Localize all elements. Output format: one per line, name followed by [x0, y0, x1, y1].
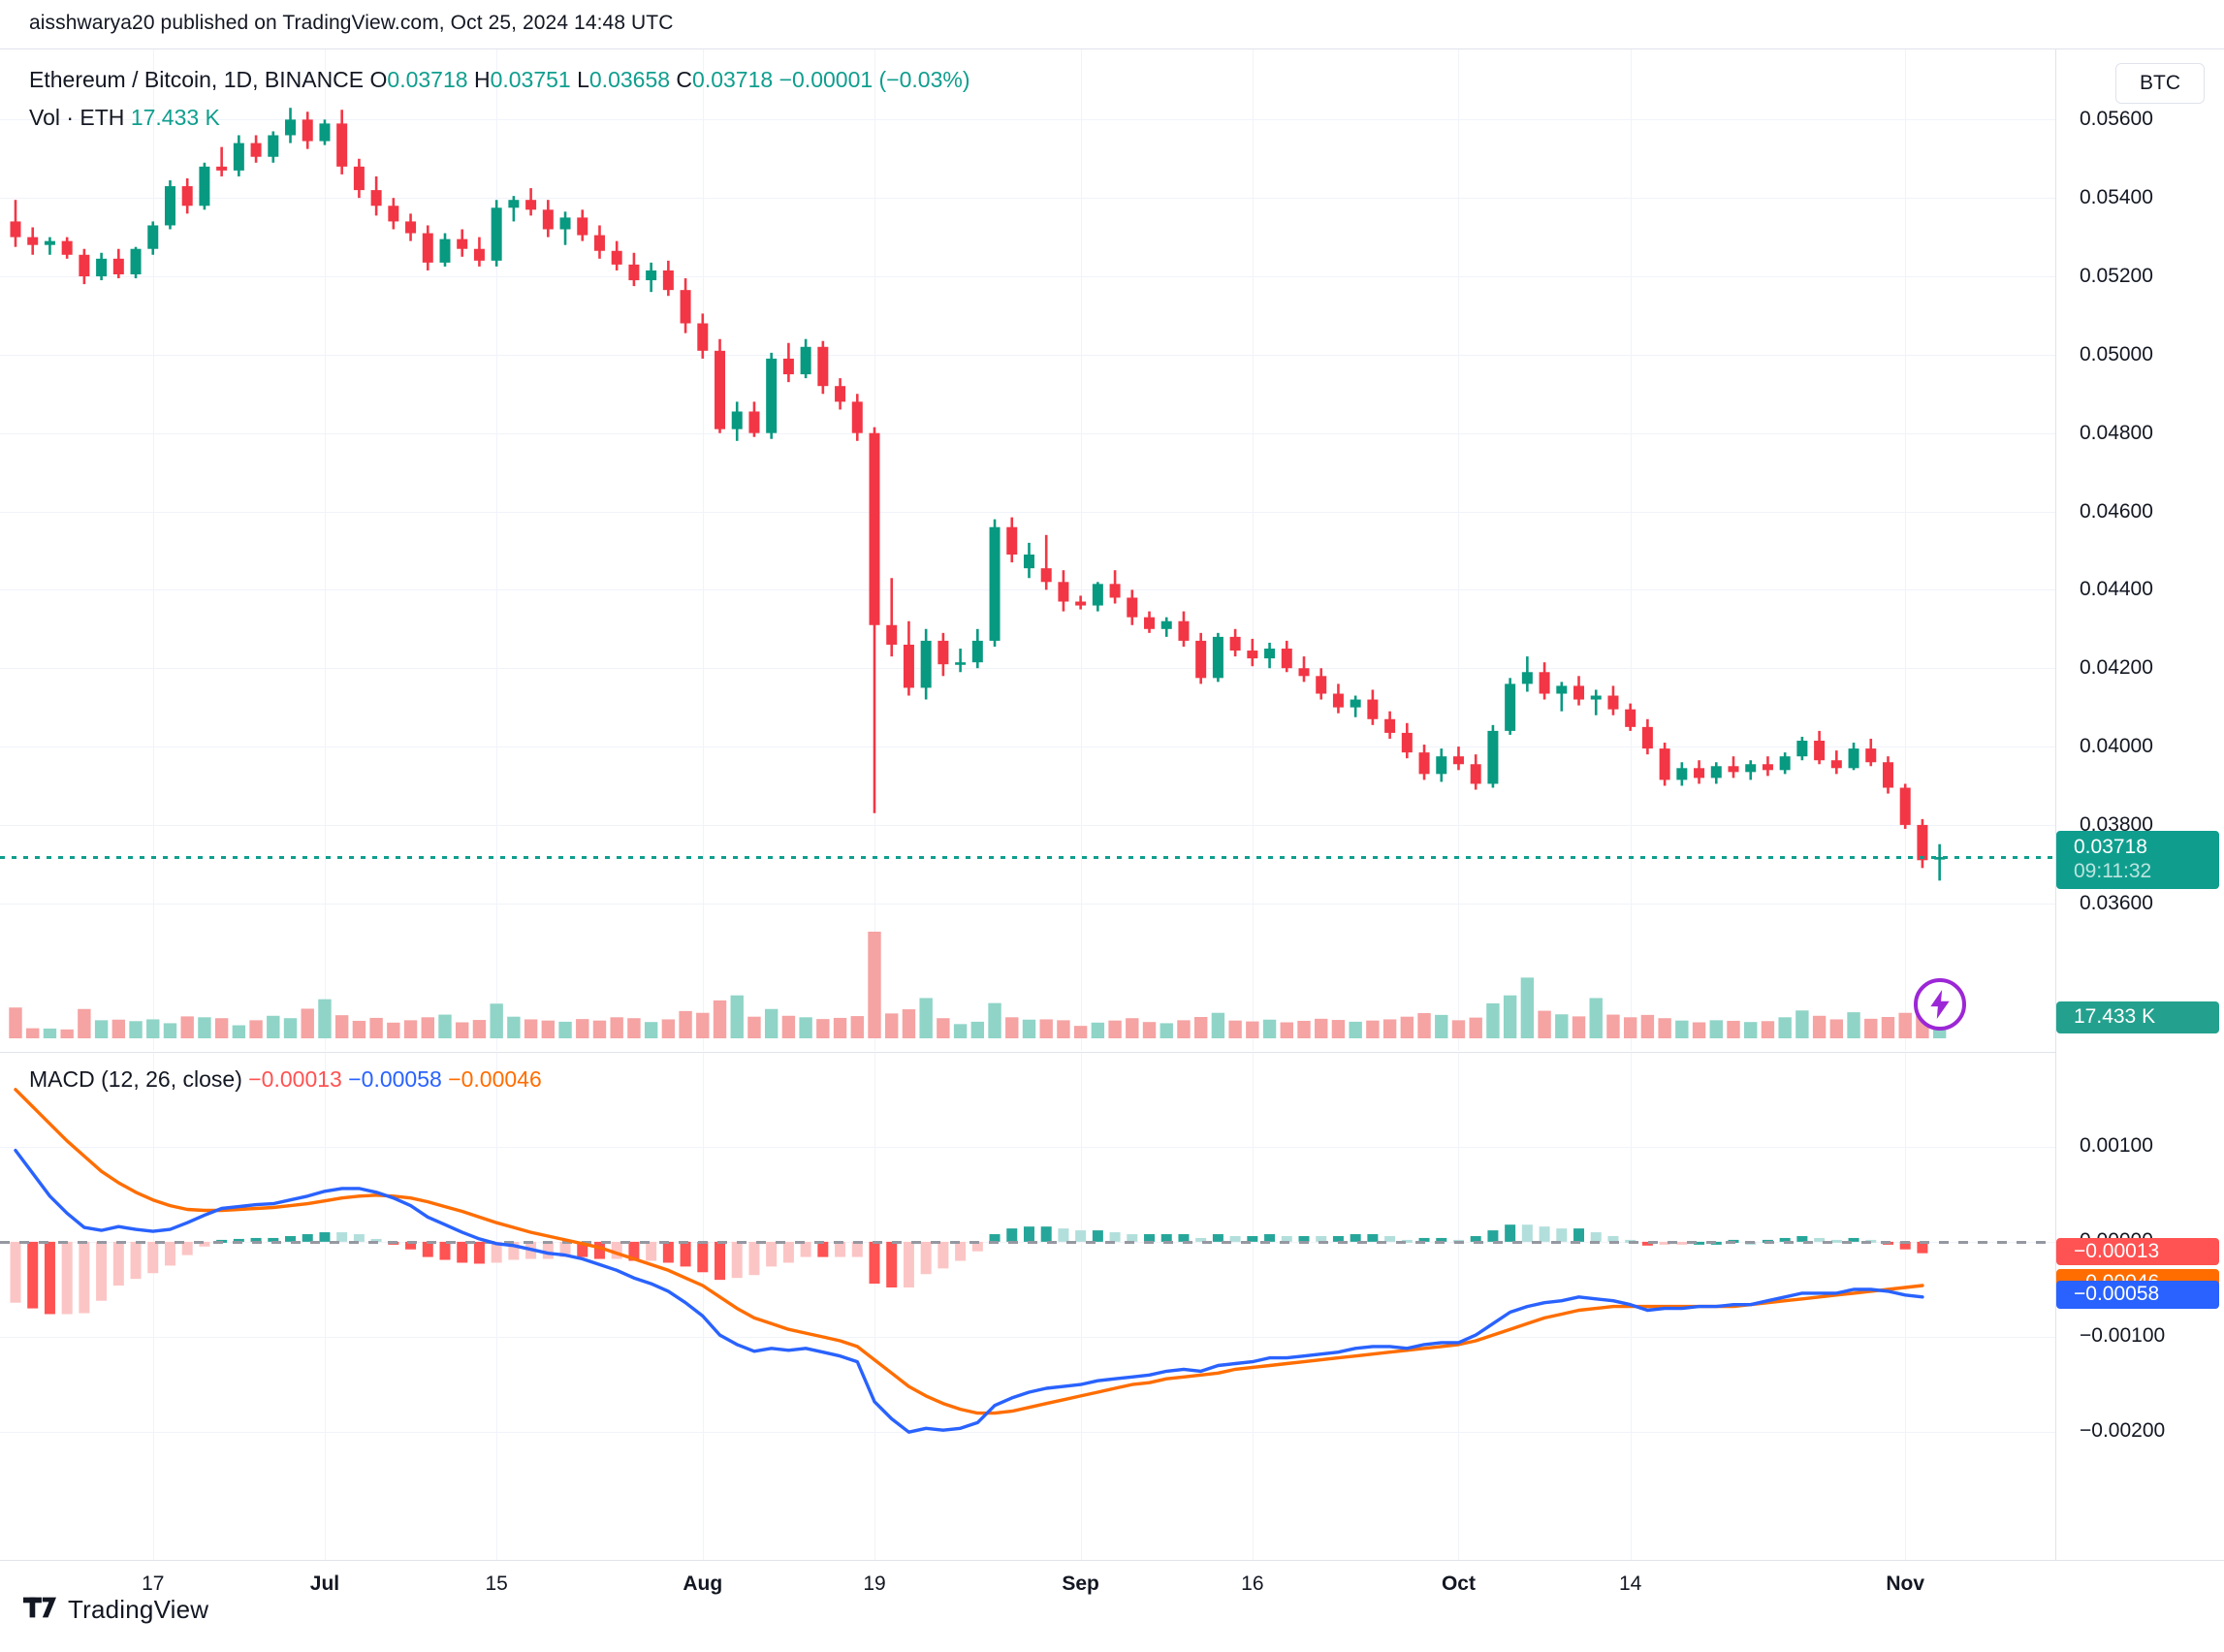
- macd-line-value: −0.00058: [348, 1066, 442, 1092]
- tradingview-logo-icon: [23, 1597, 56, 1623]
- footer: TradingView: [23, 1595, 208, 1625]
- time-tick-label: Oct: [1441, 1573, 1476, 1595]
- price-tick-label: 0.03800: [2080, 812, 2153, 836]
- macd-indicator-plot: [0, 1053, 2055, 1560]
- macd-legend: MACD (12, 26, close) −0.00013 −0.00058 −…: [29, 1066, 542, 1093]
- ohlc-c-value: 0.03718: [692, 67, 774, 92]
- macd-line-badge: −0.00058: [2056, 1280, 2219, 1309]
- price-tick-label: 0.05200: [2080, 265, 2153, 288]
- price-tick-label: 0.04200: [2080, 656, 2153, 680]
- ohlc-h-value: 0.03751: [490, 67, 571, 92]
- price-candlestick-plot: [0, 49, 2055, 1051]
- macd-hist-value: −0.00013: [248, 1066, 342, 1092]
- price-tick-label: 0.04800: [2080, 421, 2153, 444]
- chart-frame: Ethereum / Bitcoin, 1D, BINANCE O0.03718…: [0, 48, 2224, 1595]
- last-price-badge: 0.03718 09:11:32: [2056, 831, 2219, 889]
- tradingview-wordmark: TradingView: [68, 1595, 209, 1624]
- price-tick-label: 0.05400: [2080, 186, 2153, 209]
- volume-legend: Vol · ETH 17.433 K: [29, 105, 220, 131]
- time-tick-label: 19: [863, 1573, 886, 1595]
- ohlc-c-label: C: [676, 67, 693, 92]
- bar-countdown: 09:11:32: [2074, 859, 2152, 882]
- macd-signal-value: −0.00046: [448, 1066, 542, 1092]
- time-tick-label: Jul: [309, 1573, 340, 1595]
- ohlc-l-value: 0.03658: [588, 67, 671, 92]
- macd-hist-badge: −0.00013: [2056, 1237, 2219, 1266]
- time-tick-label: Nov: [1886, 1573, 1925, 1595]
- currency-chip[interactable]: BTC: [2115, 63, 2205, 104]
- price-tick-label: 0.05600: [2080, 108, 2153, 131]
- ohlc-l-label: L: [577, 67, 589, 92]
- price-tick-label: 0.04600: [2080, 499, 2153, 523]
- macd-title: MACD (12, 26, close): [29, 1066, 242, 1092]
- attribution-text: aisshwarya20 published on TradingView.co…: [29, 12, 674, 34]
- macd-pane[interactable]: MACD (12, 26, close) −0.00013 −0.00058 −…: [0, 1052, 2055, 1560]
- price-tick-label: 0.05000: [2080, 342, 2153, 365]
- symbol-title: Ethereum / Bitcoin, 1D, BINANCE: [29, 67, 365, 92]
- macd-tick-label: 0.00100: [2080, 1133, 2153, 1157]
- time-axis[interactable]: 17 Jul 15 Aug 19 Sep 16 Oct 14 Nov: [0, 1560, 2224, 1620]
- price-tick-label: 0.03600: [2080, 891, 2153, 914]
- volume-label: Vol · ETH: [29, 105, 125, 130]
- time-tick-label: 14: [1618, 1573, 1642, 1595]
- time-tick-label: 17: [142, 1573, 165, 1595]
- price-legend: Ethereum / Bitcoin, 1D, BINANCE O0.03718…: [29, 67, 970, 93]
- time-tick-label: 16: [1241, 1573, 1264, 1595]
- macd-tick-label: −0.00200: [2080, 1419, 2166, 1443]
- price-pane[interactable]: Ethereum / Bitcoin, 1D, BINANCE O0.03718…: [0, 49, 2055, 1051]
- time-tick-label: Aug: [683, 1573, 723, 1595]
- ohlc-change-value: −0.00001 (−0.03%): [778, 67, 970, 92]
- time-tick-label: 15: [485, 1573, 508, 1595]
- lightning-bolt-icon[interactable]: [1913, 978, 1966, 1031]
- right-price-axis[interactable]: BTC 0.05600 0.05400 0.05200 0.05000 0.04800 0…: [2055, 49, 2224, 1560]
- ohlc-h-label: H: [473, 67, 491, 92]
- ohlc-o-label: O: [369, 67, 388, 92]
- price-tick-label: 0.04400: [2080, 578, 2153, 601]
- volume-value: 17.433 K: [130, 105, 220, 130]
- ohlc-o-value: 0.03718: [387, 67, 468, 92]
- last-price-value: 0.03718: [2074, 836, 2147, 859]
- time-tick-label: Sep: [1062, 1573, 1099, 1595]
- macd-tick-label: −0.00100: [2080, 1324, 2166, 1348]
- volume-badge: 17.433 K: [2056, 1001, 2219, 1033]
- price-tick-label: 0.04000: [2080, 735, 2153, 758]
